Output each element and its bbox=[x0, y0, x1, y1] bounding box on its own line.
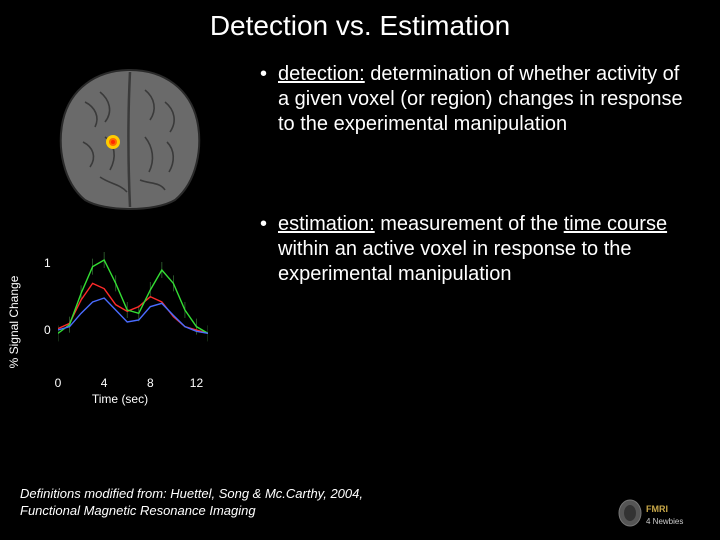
citation-line1: Definitions modified from: Huettel, Song… bbox=[20, 486, 363, 503]
chart-ylabel: % Signal Change bbox=[7, 276, 21, 369]
bullet-text: detection: determination of whether acti… bbox=[278, 62, 690, 137]
chart-xtick: 0 bbox=[55, 376, 62, 390]
svg-text:FMRI: FMRI bbox=[646, 504, 668, 514]
chart-xtick: 4 bbox=[101, 376, 108, 390]
brain-image bbox=[45, 62, 215, 212]
estimation-text: • estimation: measurement of the time co… bbox=[240, 212, 690, 402]
bullet-detection: • detection: determination of whether ac… bbox=[260, 62, 690, 137]
bullet-marker: • bbox=[260, 62, 278, 137]
detection-text: • detection: determination of whether ac… bbox=[240, 62, 690, 212]
bullet-estimation: • estimation: measurement of the time co… bbox=[260, 212, 690, 287]
svg-text:4 Newbies: 4 Newbies bbox=[646, 517, 683, 526]
chart-col: % Signal Change 10 04812 Time (sec) bbox=[20, 212, 240, 402]
chart-plot bbox=[58, 250, 208, 350]
chart-ytick: 1 bbox=[44, 256, 51, 270]
estimation-term: estimation: bbox=[278, 213, 375, 235]
brain-image-area bbox=[20, 62, 240, 212]
fmri4newbies-logo: FMRI 4 Newbies bbox=[616, 496, 706, 530]
signal-chart: % Signal Change 10 04812 Time (sec) bbox=[20, 242, 220, 402]
citation: Definitions modified from: Huettel, Song… bbox=[20, 486, 363, 520]
estimation-mid1: measurement of the bbox=[375, 213, 564, 235]
slide-title: Detection vs. Estimation bbox=[0, 0, 720, 42]
bullet-marker: • bbox=[260, 212, 278, 287]
content-row-1: • detection: determination of whether ac… bbox=[0, 42, 720, 212]
estimation-u1: time course bbox=[564, 213, 667, 235]
citation-line2: Functional Magnetic Resonance Imaging bbox=[20, 503, 363, 520]
detection-term: detection: bbox=[278, 63, 365, 85]
bullet-text: estimation: measurement of the time cour… bbox=[278, 212, 690, 287]
chart-xtick: 8 bbox=[147, 376, 154, 390]
content-row-2: % Signal Change 10 04812 Time (sec) • es… bbox=[0, 212, 720, 402]
chart-ytick: 0 bbox=[44, 323, 51, 337]
slide: Detection vs. Estimation • detection: de… bbox=[0, 0, 720, 540]
estimation-mid2: within an active voxel in response to th… bbox=[278, 238, 632, 285]
chart-xlabel: Time (sec) bbox=[92, 392, 148, 406]
chart-xtick: 12 bbox=[190, 376, 203, 390]
